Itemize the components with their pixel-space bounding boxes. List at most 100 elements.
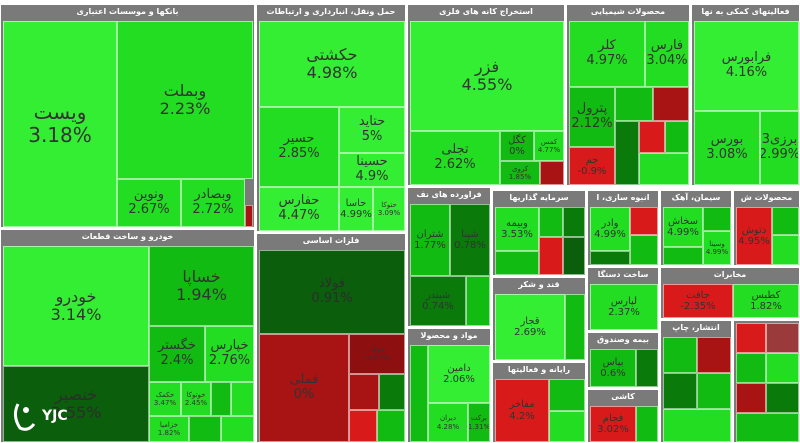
tile-khoshka[interactable]: خوتوکا 2.45%	[181, 382, 211, 416]
tile-vbmelat[interactable]: وبملت 2.23%	[117, 21, 253, 179]
tile-small[interactable]	[377, 410, 405, 442]
tile-kler[interactable]: کلر 4.97%	[569, 21, 645, 87]
tile-small[interactable]	[231, 382, 254, 416]
tile-kates[interactable]: کطبس 1.82%	[733, 284, 799, 318]
tile-small[interactable]	[410, 345, 428, 442]
sector-cement[interactable]: سیمان، آهک سخاش 4.99% وسینا 4.99%	[660, 190, 732, 266]
tile-hfars[interactable]: حفارس 4.47%	[259, 187, 339, 231]
tile-damin[interactable]: دامین 2.06%	[428, 345, 490, 403]
tile-small[interactable]	[466, 276, 490, 326]
tile-gajaf[interactable]: جافت -2.35%	[663, 284, 733, 318]
tile-vsina[interactable]: وسینا 4.99%	[703, 231, 731, 265]
tile-khsapa[interactable]: خساپا 1.94%	[149, 246, 254, 326]
tile-small[interactable]	[563, 207, 585, 237]
sector-software[interactable]: انتشار، چاپ	[660, 320, 732, 443]
tile-small[interactable]	[766, 383, 799, 413]
sector-pharma[interactable]: محصولات ش دتوش 4.95%	[733, 190, 800, 266]
tile-small[interactable]	[665, 121, 689, 153]
tile-small[interactable]	[697, 373, 731, 409]
tile-small[interactable]	[630, 235, 658, 265]
tile-hasa[interactable]: حاسا 4.99%	[339, 187, 373, 231]
tile-bpas[interactable]: بپاس 0.6%	[590, 349, 636, 387]
tile-fmlli[interactable]: فملی 0%	[259, 334, 349, 442]
tile-small[interactable]	[590, 251, 630, 265]
tile-htoka[interactable]: حتوکا 3.09%	[373, 187, 405, 231]
tile-khanser[interactable]: خنصیر 3.55%	[3, 366, 149, 442]
sector-chemicals[interactable]: محصولات شیمیایی کلر 4.97% فارس 3.04% پتر…	[566, 4, 690, 186]
tile-barzi[interactable]: 3برزی 2.99%	[760, 111, 799, 185]
tile-kgol[interactable]: کگل 0%	[500, 131, 534, 161]
tile-small[interactable]	[379, 374, 405, 410]
sector-foods[interactable]: مواد و محصولا دامین 2.06% دیران 4.28% بر…	[407, 328, 491, 443]
tile-fazar[interactable]: فزر 4.55%	[410, 21, 564, 131]
sector-metals[interactable]: فلزات اساسی فولاد 0.91% فملی 0% فولاد -0…	[256, 233, 406, 443]
tile-dtosh[interactable]: دتوش 4.95%	[736, 207, 772, 265]
tile-small[interactable]	[539, 207, 563, 237]
tile-shbandar[interactable]: شبندر 0.74%	[410, 276, 466, 326]
tile-khgostar[interactable]: خگستر 2.4%	[149, 326, 205, 382]
tile-vnovin[interactable]: ونوین 2.67%	[117, 179, 181, 227]
tile-khchakma[interactable]: خکمک 3.47%	[149, 382, 181, 416]
tile-vbime[interactable]: وبیمه 3.53%	[495, 207, 539, 251]
tile-mafakher[interactable]: مفاخر 4.2%	[495, 379, 549, 442]
tile-small[interactable]	[539, 237, 563, 275]
tile-japa[interactable]: جم -0.9%	[569, 147, 615, 185]
tile-small[interactable]	[663, 373, 697, 409]
sector-retail[interactable]: رایانه و فعالیتها مفاخر 4.2%	[492, 362, 586, 443]
sector-investment[interactable]: سرمایه گذاریها وبیمه 3.53%	[492, 190, 586, 276]
sector-tools[interactable]: ساخت دستگا لپارس 2.37%	[587, 267, 659, 331]
tile-small[interactable]	[349, 374, 379, 410]
tile-small[interactable]	[495, 251, 539, 275]
tile-small[interactable]	[630, 207, 658, 235]
tile-foolad[interactable]: فولاد 0.91%	[259, 250, 405, 334]
tile-small[interactable]	[697, 337, 731, 373]
tile-small[interactable]	[565, 294, 585, 360]
tile-lpars[interactable]: لپارس 2.37%	[590, 284, 658, 330]
tile-khiaras[interactable]: خپارس 2.76%	[205, 326, 254, 382]
tile-small[interactable]	[615, 87, 653, 121]
tile-small[interactable]	[189, 416, 221, 442]
tile-small[interactable]	[615, 121, 639, 185]
tile-tajali[interactable]: تجلی 2.62%	[410, 131, 500, 185]
tile-small[interactable]	[772, 235, 799, 265]
tile-fars[interactable]: فارس 3.04%	[645, 21, 689, 87]
tile-small[interactable]	[245, 205, 253, 227]
tile-hsir[interactable]: حسیر 2.85%	[259, 107, 339, 187]
tile-small[interactable]	[349, 410, 377, 442]
tile-ghajar[interactable]: قجار 2.69%	[495, 294, 565, 360]
sector-insurance[interactable]: بیمه وصندوق بپاس 0.6%	[587, 332, 659, 388]
tile-small[interactable]	[766, 353, 799, 383]
tile-brekat[interactable]: برکت 1.31%	[468, 403, 490, 442]
tile-khodro[interactable]: خودرو 3.14%	[3, 246, 149, 366]
sector-ceramics[interactable]: کاشی فجام 3.02%	[587, 389, 659, 443]
tile-fooladz[interactable]: فولاد -0.67%	[349, 334, 405, 374]
tile-small[interactable]	[540, 161, 564, 185]
sector-sugar[interactable]: قند و شکر قجار 2.69%	[492, 277, 586, 361]
tile-dirban[interactable]: دیران 4.28%	[428, 403, 468, 442]
tile-petrol[interactable]: پترول 2.12%	[569, 87, 615, 147]
tile-bours[interactable]: بورس 3.08%	[694, 111, 760, 185]
tile-small[interactable]	[211, 382, 231, 416]
tile-kmas[interactable]: کمس 4.77%	[534, 131, 564, 161]
tile-small[interactable]	[663, 409, 731, 442]
tile-shestran[interactable]: شتران 1.77%	[410, 204, 450, 276]
tile-small[interactable]	[736, 353, 766, 383]
sector-mining[interactable]: استخراج کانه های فلزی فزر 4.55% تجلی 2.6…	[407, 4, 565, 186]
tile-small[interactable]	[766, 323, 799, 353]
tile-small[interactable]	[663, 247, 703, 265]
tile-small[interactable]	[772, 207, 799, 235]
sector-refining[interactable]: فراورده های نف شتران 1.77% شپنا 0.78% شب…	[407, 187, 491, 327]
tile-vadr[interactable]: وادر 4.99%	[590, 207, 630, 251]
tile-small[interactable]	[653, 87, 689, 121]
tile-hatid[interactable]: حتاید 5%	[339, 107, 405, 153]
tile-kroy[interactable]: کروی 1.85%	[500, 161, 540, 185]
tile-hkeshti[interactable]: حکشتی 4.98%	[259, 21, 405, 107]
tile-small[interactable]	[549, 379, 585, 411]
sector-telecom[interactable]: مخابرات جافت -2.35% کطبس 1.82%	[660, 267, 800, 319]
tile-small[interactable]	[563, 237, 585, 275]
tile-small[interactable]	[639, 121, 665, 153]
sector-mass[interactable]: انبوه سازی، ا وادر 4.99%	[587, 190, 659, 266]
tile-hsina[interactable]: حسینا 4.9%	[339, 153, 405, 187]
tile-small[interactable]	[636, 349, 658, 387]
tile-shpna[interactable]: شپنا 0.78%	[450, 204, 490, 276]
